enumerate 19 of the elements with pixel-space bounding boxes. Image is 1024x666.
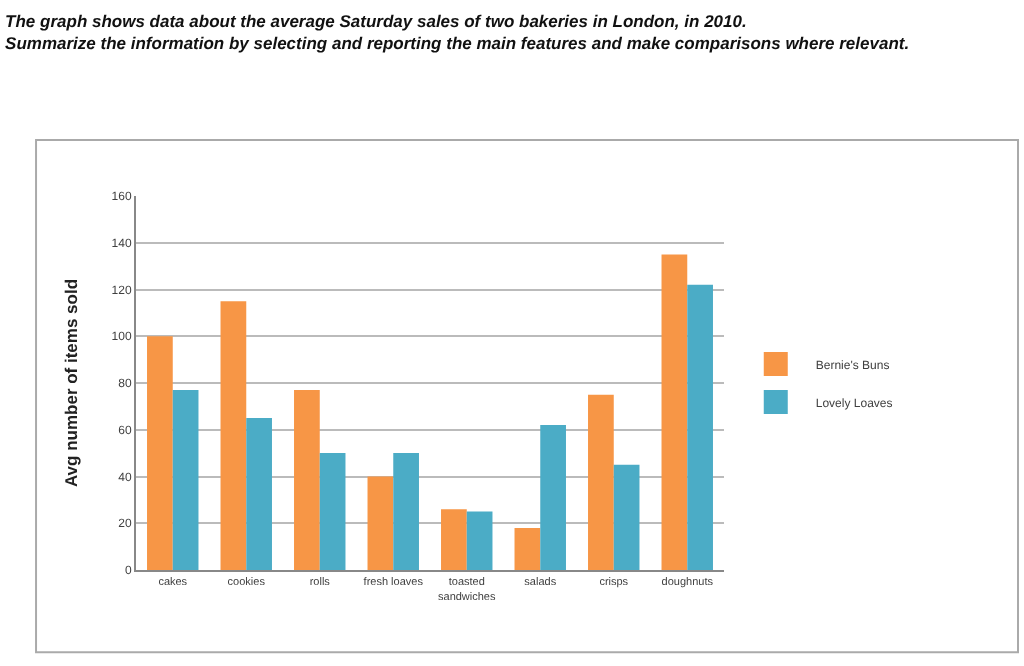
bar xyxy=(147,336,173,570)
y-axis-title: Avg number of items sold xyxy=(60,278,81,488)
bar xyxy=(466,511,493,570)
bar xyxy=(246,418,272,570)
bar xyxy=(588,394,614,570)
bar xyxy=(294,390,320,570)
chart-title: The graph shows data about the average Saturday sales of two bakeries in London, in 2010. xyxy=(5,10,747,31)
bar xyxy=(441,509,467,570)
bar xyxy=(687,284,713,570)
bar xyxy=(393,453,419,570)
bar xyxy=(540,425,566,570)
bar xyxy=(613,464,640,570)
bar xyxy=(319,453,346,570)
bar xyxy=(220,301,247,570)
bar xyxy=(172,390,199,570)
bar xyxy=(661,254,688,570)
chart-subtitle: Summarize the information by selecting and reporting the main features and make comparisons where relevant. xyxy=(5,32,910,53)
bar xyxy=(367,476,394,570)
bar xyxy=(514,527,541,570)
